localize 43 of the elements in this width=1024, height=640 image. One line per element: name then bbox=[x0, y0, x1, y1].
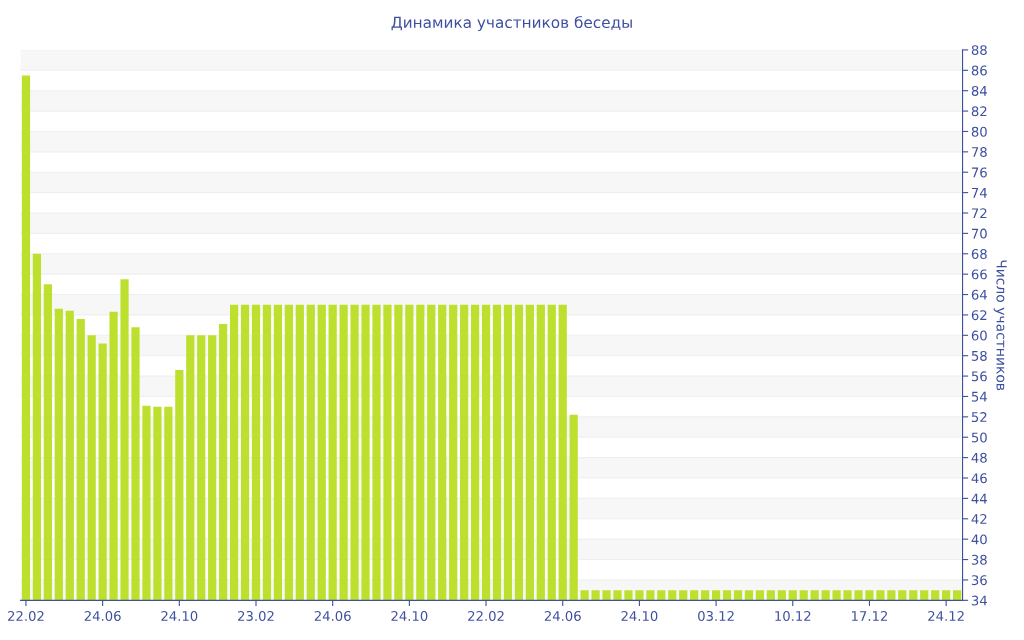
x-tick-label: 17.12 bbox=[852, 610, 888, 621]
y-tick-label: 34 bbox=[971, 595, 987, 606]
x-tick-label: 24.06 bbox=[84, 610, 121, 621]
y-tick-label: 80 bbox=[971, 126, 987, 137]
y-tick-label: 48 bbox=[971, 452, 987, 463]
y-tick-label: 40 bbox=[971, 534, 987, 545]
y-tick-label: 42 bbox=[971, 514, 987, 524]
y-axis-title: Число участников bbox=[993, 260, 1007, 391]
y-tick-label: 38 bbox=[971, 554, 987, 565]
y-tick-label: 62 bbox=[971, 310, 987, 321]
x-tick-label: 10.12 bbox=[775, 610, 811, 621]
y-tick-label: 72 bbox=[971, 208, 987, 219]
x-tick-label: 24.10 bbox=[161, 610, 198, 621]
y-tick-label: 56 bbox=[971, 371, 987, 382]
y-tick-label: 70 bbox=[971, 228, 987, 239]
x-tick-label: 24.10 bbox=[391, 610, 428, 621]
x-tick-label: 24.10 bbox=[621, 610, 658, 621]
y-tick-label: 60 bbox=[971, 330, 987, 341]
y-tick-label: 88 bbox=[971, 45, 987, 56]
chart-title: Динамика участников беседы bbox=[391, 16, 632, 32]
x-tick-label: 03.12 bbox=[698, 610, 734, 621]
x-tick-label: 23.02 bbox=[238, 610, 274, 621]
x-tick-label: 24.06 bbox=[314, 610, 351, 621]
x-tick-label: 22.02 bbox=[468, 610, 504, 621]
y-tick-label: 76 bbox=[971, 167, 987, 178]
y-tick-label: 54 bbox=[971, 391, 987, 402]
y-tick-label: 82 bbox=[971, 106, 987, 117]
y-tick-label: 44 bbox=[971, 493, 987, 504]
y-tick-label: 64 bbox=[971, 289, 987, 300]
y-tick-label: 36 bbox=[971, 575, 987, 586]
y-tick-label: 84 bbox=[971, 85, 987, 96]
y-tick-label: 58 bbox=[971, 350, 987, 361]
y-tick-label: 52 bbox=[971, 412, 987, 423]
y-tick-label: 68 bbox=[971, 248, 987, 259]
y-tick-label: 86 bbox=[971, 65, 987, 76]
y-tick-label: 74 bbox=[971, 188, 987, 198]
y-tick-label: 66 bbox=[971, 269, 987, 280]
y-tick-label: 46 bbox=[971, 473, 987, 484]
y-tick-label: 50 bbox=[971, 432, 987, 443]
x-tick-label: 22.02 bbox=[8, 610, 44, 621]
x-tick-label: 24.06 bbox=[544, 610, 581, 621]
x-tick-label: 24.12 bbox=[928, 610, 964, 621]
y-tick-label: 78 bbox=[971, 147, 987, 158]
